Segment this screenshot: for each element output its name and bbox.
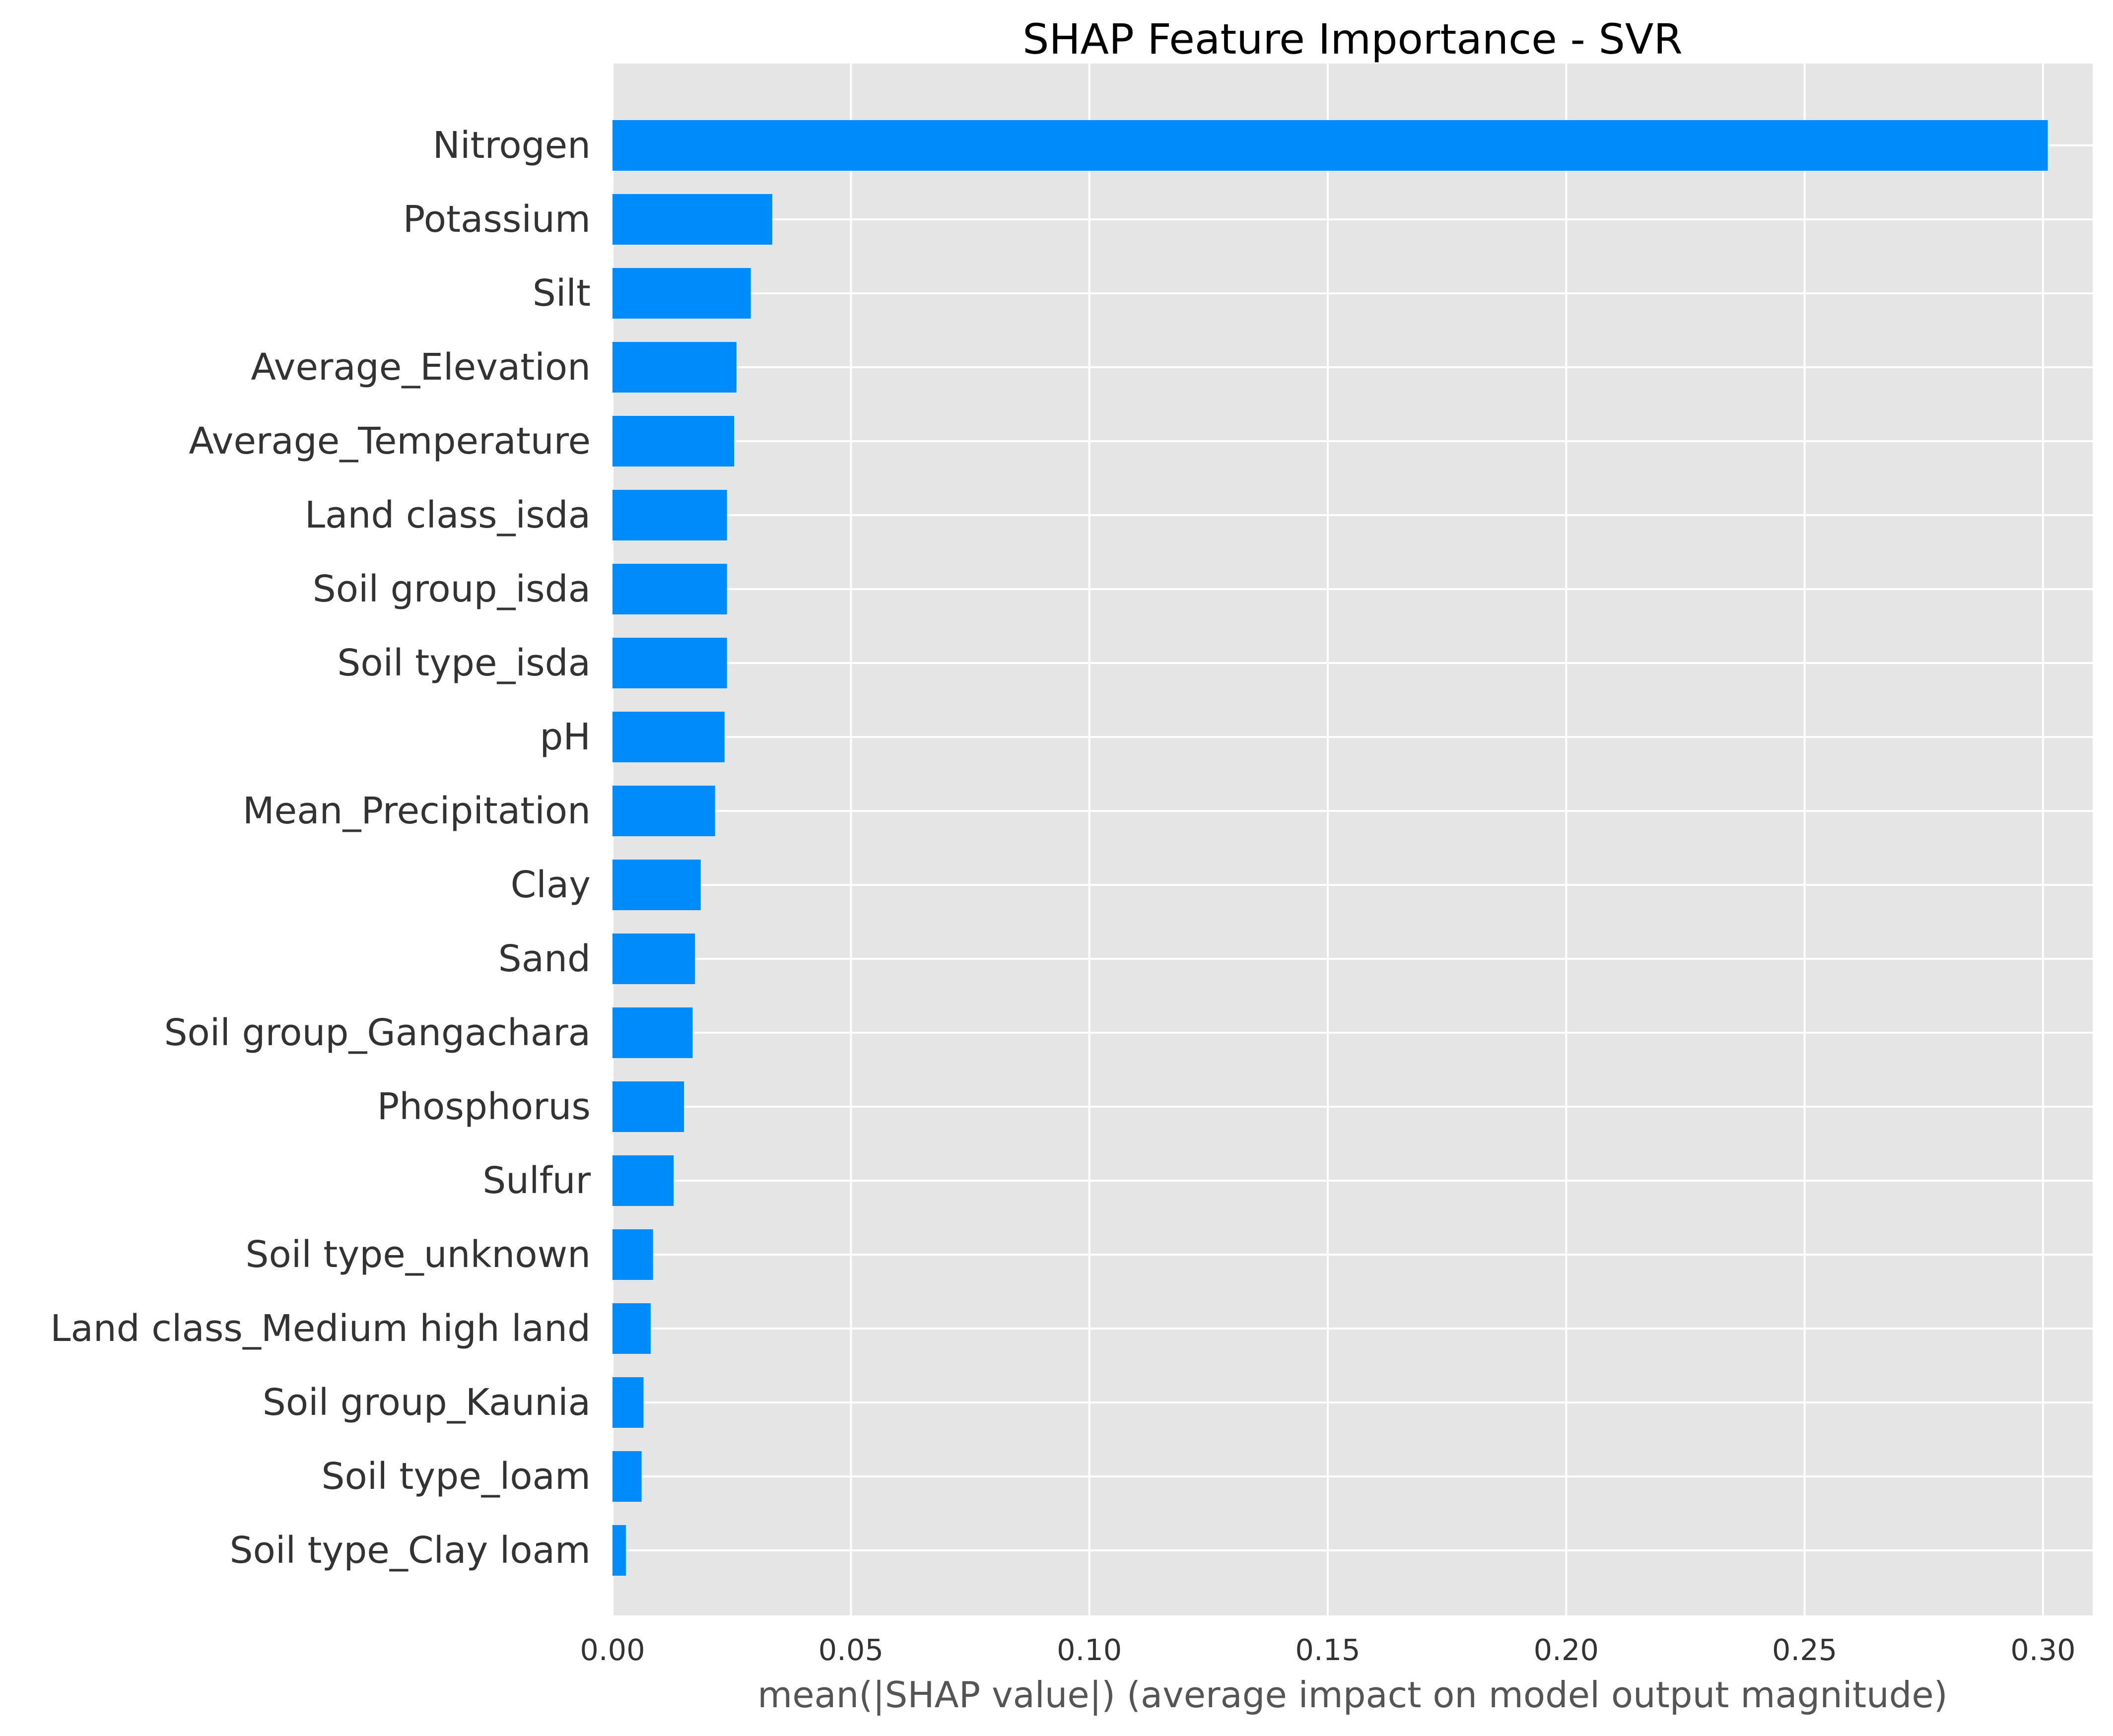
- x-tick-label: 0.05: [818, 1633, 884, 1667]
- bar: [613, 1229, 653, 1280]
- bar: [613, 490, 727, 540]
- y-tick-label: Soil group_Kaunia: [263, 1381, 591, 1424]
- bar: [613, 1007, 693, 1058]
- x-axis-label: mean(|SHAP value|) (average impact on mo…: [757, 1674, 1948, 1716]
- bar: [613, 934, 695, 984]
- x-tick-label: 0.00: [580, 1633, 645, 1667]
- x-tick-label: 0.25: [1772, 1633, 1837, 1667]
- chart-title: SHAP Feature Importance - SVR: [1022, 15, 1683, 64]
- y-tick-label: Soil type_Clay loam: [230, 1529, 591, 1572]
- bar: [613, 712, 725, 762]
- y-tick-label: pH: [540, 716, 591, 758]
- y-tick-label: Mean_Precipitation: [243, 790, 591, 832]
- bar: [613, 638, 727, 688]
- x-tick-label: 0.20: [1534, 1633, 1599, 1667]
- y-tick-label: Soil type_unknown: [246, 1233, 591, 1276]
- x-tick-label: 0.30: [2010, 1633, 2075, 1667]
- y-tick-label: Nitrogen: [433, 124, 591, 167]
- plot-background: [613, 64, 2093, 1615]
- y-tick-label: Land class_isda: [305, 494, 591, 536]
- y-tick-label: Clay: [511, 864, 591, 906]
- bar: [613, 1081, 684, 1132]
- x-tick-label: 0.10: [1057, 1633, 1122, 1667]
- y-tick-label: Land class_Medium high land: [50, 1307, 591, 1350]
- bar: [613, 194, 772, 245]
- gridlines: [612, 64, 2093, 1615]
- y-tick-label: Sulfur: [482, 1159, 591, 1202]
- bars: [613, 120, 2048, 1576]
- bar: [613, 860, 701, 910]
- y-tick-labels: Nitrogen Potassium Silt Average_Elevation Av…: [50, 124, 591, 1572]
- y-tick-label: Soil group_isda: [313, 568, 591, 610]
- bar: [613, 1525, 626, 1576]
- bar: [613, 564, 727, 614]
- y-tick-label: Average_Temperature: [189, 420, 591, 463]
- y-tick-label: Soil group_Gangachara: [164, 1011, 591, 1054]
- bar: [613, 1155, 674, 1206]
- y-tick-label: Phosphorus: [377, 1085, 591, 1128]
- bar: [613, 786, 715, 836]
- y-tick-label: Silt: [533, 272, 591, 315]
- y-tick-label: Potassium: [403, 198, 591, 241]
- x-tick-labels: 0.00 0.05 0.10 0.15 0.20 0.25 0.30: [580, 1633, 2075, 1667]
- bar: [613, 416, 734, 467]
- y-tick-label: Soil type_isda: [337, 642, 591, 684]
- bar: [613, 342, 737, 393]
- bar: [613, 120, 2048, 171]
- y-tick-label: Sand: [498, 937, 591, 980]
- y-tick-label: Average_Elevation: [251, 346, 591, 389]
- bar: [613, 1303, 651, 1354]
- bar: [613, 1377, 644, 1428]
- bar: [613, 1451, 642, 1502]
- x-tick-label: 0.15: [1295, 1633, 1360, 1667]
- y-tick-label: Soil type_loam: [322, 1455, 591, 1498]
- bar: [613, 268, 751, 319]
